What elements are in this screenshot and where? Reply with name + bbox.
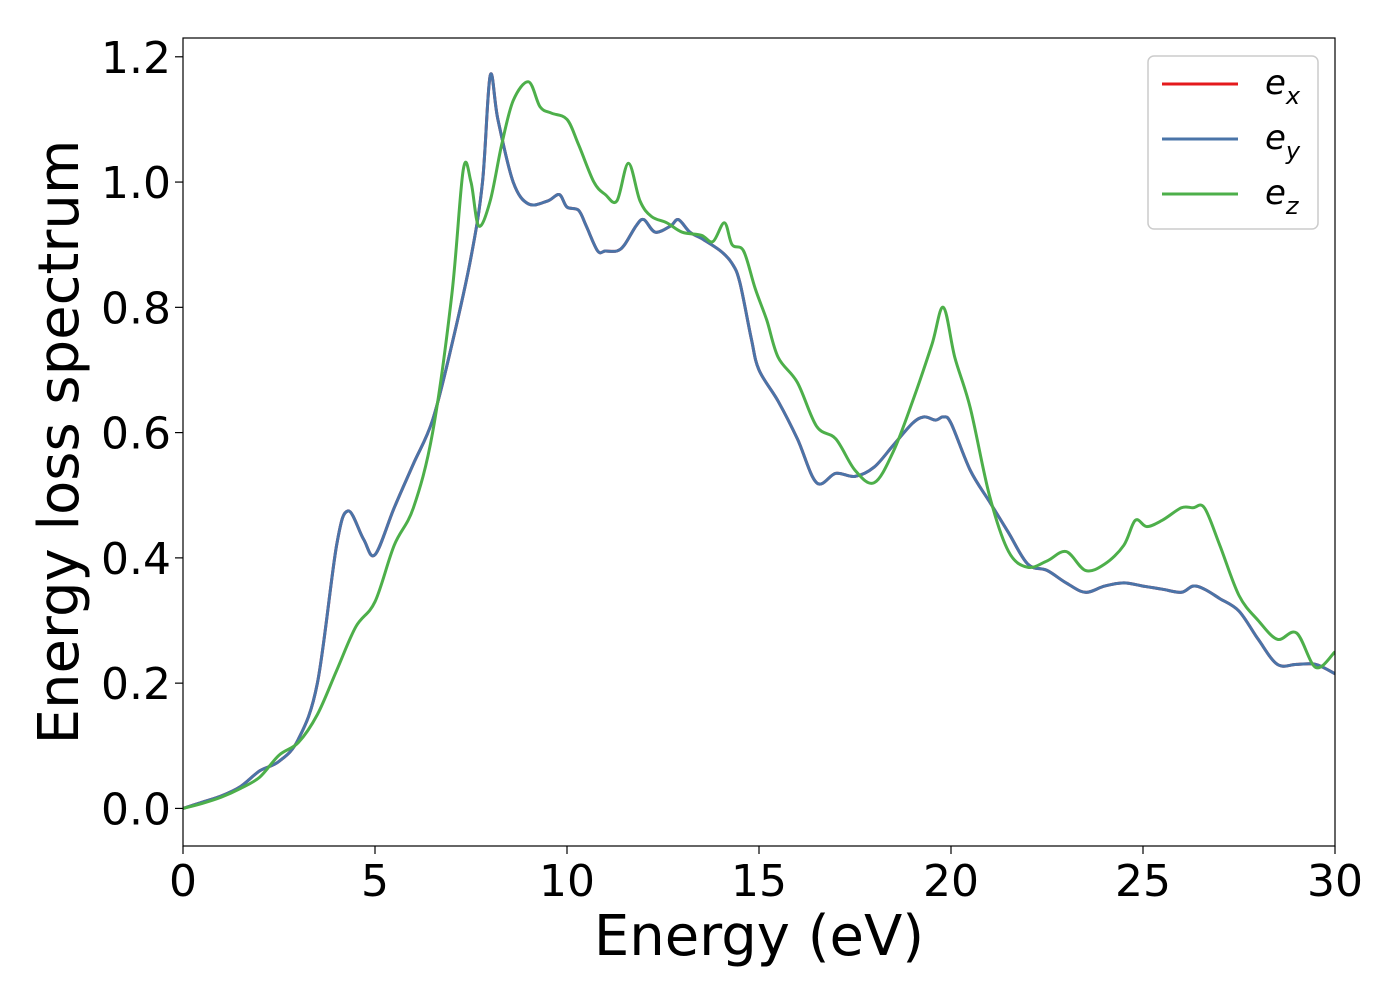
- series-line-z: [183, 80, 1335, 810]
- y-tick-label: 1.0: [101, 158, 171, 209]
- legend-label-y: ey: [1265, 118, 1301, 165]
- y-tick-label: 0.8: [101, 283, 171, 334]
- x-tick-label: 25: [1115, 856, 1171, 907]
- y-tick-label: 0.0: [101, 784, 171, 835]
- x-tick-label: 0: [169, 856, 197, 907]
- series-lines: [183, 72, 1335, 810]
- axis-ticks: 0 5 10 15 20 25 30 0.0 0.2 0.4 0.6 0.8 1.0 1.2: [101, 33, 1363, 907]
- x-tick-label: 20: [923, 856, 979, 907]
- x-tick-label: 10: [539, 856, 595, 907]
- series-line-y: [183, 72, 1335, 810]
- y-axis-label: Energy loss spectrum: [27, 140, 92, 745]
- x-axis-label: Energy (eV): [594, 904, 924, 969]
- legend-label-x: ex: [1265, 63, 1301, 110]
- x-tick-label: 5: [361, 856, 389, 907]
- legend-box: [1147, 55, 1319, 230]
- y-tick-label: 1.2: [101, 33, 171, 84]
- x-tick-label: 15: [731, 856, 787, 907]
- legend-label-z: ez: [1265, 173, 1300, 220]
- legend: ex ey ez: [1147, 55, 1319, 230]
- x-tick-label: 30: [1307, 856, 1363, 907]
- y-tick-label: 0.6: [101, 409, 171, 460]
- y-tick-label: 0.4: [101, 534, 171, 585]
- y-tick-label: 0.2: [101, 659, 171, 710]
